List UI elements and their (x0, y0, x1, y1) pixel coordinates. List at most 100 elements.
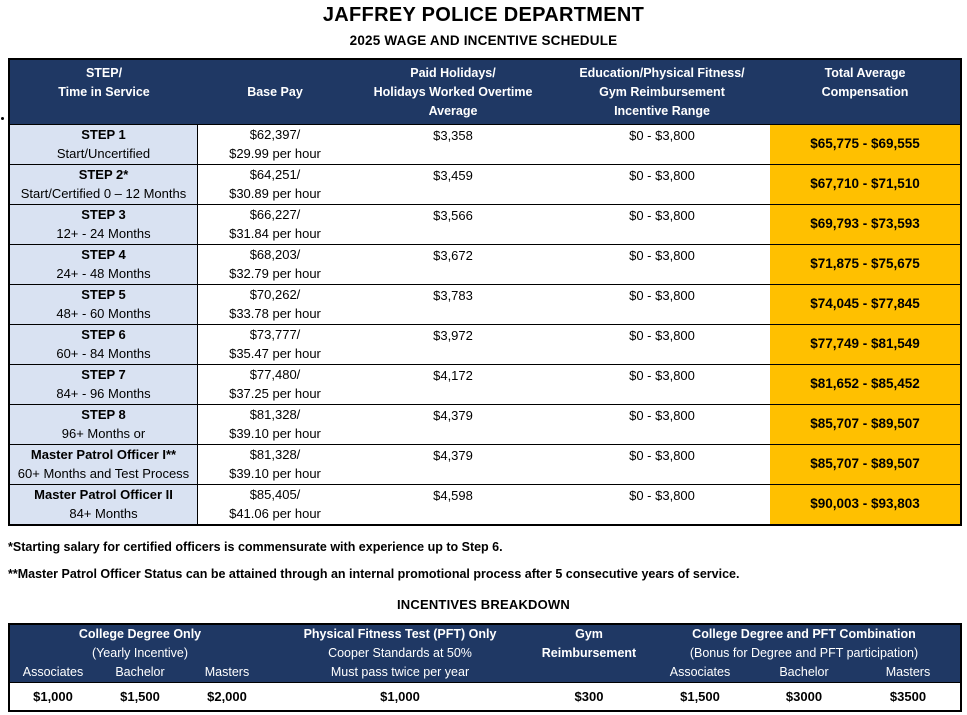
step-cell: STEP 4 24+ - 48 Months (10, 245, 198, 284)
header-step-line2: Time in Service (58, 85, 150, 99)
base-pay-cell: $73,777/ $35.47 per hour (198, 325, 352, 364)
step-label: Master Patrol Officer II (34, 487, 173, 502)
college-only-associates-value: $1,000 (33, 689, 73, 704)
step-cell: Master Patrol Officer II 84+ Months (10, 485, 198, 524)
college-only-subtitle: (Yearly Incentive) (91, 646, 189, 660)
gym-reimbursement-value: $300 (574, 689, 604, 704)
header-incentive-column: Education/Physical Fitness/ Gym Reimburs… (554, 60, 770, 124)
wage-table-row: STEP 8 96+ Months or $81,328/ $39.10 per… (10, 404, 960, 444)
header-step-line1: STEP/ (85, 66, 123, 80)
step-label: STEP 6 (81, 327, 126, 342)
base-pay-hourly: $32.79 per hour (229, 265, 321, 281)
pft-only-line2: Cooper Standards at 50% (328, 646, 472, 660)
header-total-line1: Total Average (824, 66, 906, 80)
incentive-range-cell: $0 - $3,800 (629, 248, 695, 263)
holiday-average-cell: $3,459 (433, 168, 473, 183)
step-label: STEP 3 (81, 207, 126, 222)
wage-schedule-table: STEP/ Time in Service Base Pay Paid Holi… (8, 58, 962, 526)
step-cell: STEP 6 60+ - 84 Months (10, 325, 198, 364)
base-pay-hourly: $31.84 per hour (229, 225, 321, 241)
step-label: STEP 4 (81, 247, 126, 262)
wage-table-row: STEP 6 60+ - 84 Months $73,777/ $35.47 p… (10, 324, 960, 364)
base-pay-annual: $64,251/ (249, 167, 301, 182)
incentives-table-header: College Degree Only (Yearly Incentive) A… (10, 625, 960, 682)
base-pay-cell: $62,397/ $29.99 per hour (198, 125, 352, 164)
base-pay-hourly: $33.78 per hour (229, 305, 321, 321)
step-label: STEP 7 (81, 367, 126, 382)
college-only-masters-value: $2,000 (207, 689, 247, 704)
combo-associates-label: Associates (669, 665, 731, 679)
gym-reimbursement-group: Gym Reimbursement (530, 625, 648, 682)
header-step-column: STEP/ Time in Service (10, 60, 198, 124)
incentive-range-cell: $0 - $3,800 (629, 368, 695, 383)
step-cell: STEP 5 48+ - 60 Months (10, 285, 198, 324)
incentives-breakdown-title: INCENTIVES BREAKDOWN (396, 597, 570, 612)
base-pay-annual: $73,777/ (249, 327, 301, 342)
incentive-range-cell: $0 - $3,800 (629, 488, 695, 503)
step-cell: STEP 2* Start/Certified 0 – 12 Months (10, 165, 198, 204)
total-compensation-cell: $90,003 - $93,803 (770, 485, 960, 524)
time-in-service-label: 48+ - 60 Months (56, 305, 151, 321)
page-subtitle: 2025 WAGE AND INCENTIVE SCHEDULE (349, 33, 618, 48)
header-incentive-line1: Education/Physical Fitness/ (579, 66, 745, 80)
combo-masters-label: Masters (885, 665, 931, 679)
wage-table-row: Master Patrol Officer II 84+ Months $85,… (10, 484, 960, 524)
time-in-service-label: 60+ Months and Test Process (17, 465, 190, 481)
holiday-average-cell: $4,598 (433, 488, 473, 503)
base-pay-cell: $81,328/ $39.10 per hour (198, 445, 352, 484)
time-in-service-label: 12+ - 24 Months (56, 225, 151, 241)
step-label: Master Patrol Officer I** (30, 447, 177, 462)
base-pay-annual: $81,328/ (249, 407, 301, 422)
base-pay-cell: $81,328/ $39.10 per hour (198, 405, 352, 444)
total-compensation-cell: $67,710 - $71,510 (770, 165, 960, 204)
base-pay-annual: $62,397/ (249, 127, 301, 142)
base-pay-cell: $77,480/ $37.25 per hour (198, 365, 352, 404)
footnote-master-patrol: **Master Patrol Officer Status can be at… (8, 567, 740, 581)
header-base-pay-column: Base Pay (198, 60, 352, 124)
pft-only-line3: Must pass twice per year (330, 665, 470, 679)
total-compensation-cell: $71,875 - $75,675 (770, 245, 960, 284)
time-in-service-label: 24+ - 48 Months (56, 265, 151, 281)
total-compensation-cell: $69,793 - $73,593 (770, 205, 960, 244)
incentives-breakdown-table: College Degree Only (Yearly Incentive) A… (8, 623, 962, 712)
base-pay-hourly: $41.06 per hour (229, 505, 321, 521)
step-cell: STEP 8 96+ Months or (10, 405, 198, 444)
college-only-sublabels: Associates Bachelor Masters (10, 663, 270, 682)
step-label: STEP 5 (81, 287, 126, 302)
pft-only-group: Physical Fitness Test (PFT) Only Cooper … (270, 625, 530, 682)
header-total-line2: Compensation (821, 85, 909, 99)
base-pay-hourly: $39.10 per hour (229, 465, 321, 481)
incentive-range-cell: $0 - $3,800 (629, 128, 695, 143)
incentives-values-row: $1,000 $1,500 $2,000 $1,000 $300 $1,500 … (10, 682, 960, 710)
holiday-average-cell: $4,172 (433, 368, 473, 383)
incentive-range-cell: $0 - $3,800 (629, 408, 695, 423)
time-in-service-label: Start/Uncertified (56, 145, 151, 161)
page-title: JAFFREY POLICE DEPARTMENT (322, 4, 645, 26)
step-cell: Master Patrol Officer I** 60+ Months and… (10, 445, 198, 484)
time-in-service-label: 84+ Months (69, 505, 138, 521)
wage-table-row: STEP 5 48+ - 60 Months $70,262/ $33.78 p… (10, 284, 960, 324)
combo-masters-value: $3500 (889, 689, 927, 704)
header-base-pay-label: Base Pay (247, 85, 303, 99)
pft-only-value: $1,000 (380, 689, 420, 704)
wage-table-header: STEP/ Time in Service Base Pay Paid Holi… (10, 60, 960, 124)
wage-table-row: STEP 1 Start/Uncertified $62,397/ $29.99… (10, 124, 960, 164)
header-holidays-line2: Holidays Worked Overtime (373, 85, 533, 99)
footnote-step6: *Starting salary for certified officers … (8, 540, 503, 554)
holiday-average-cell: $3,672 (433, 248, 473, 263)
gym-title-line2: Reimbursement (541, 646, 637, 660)
college-only-bachelor-label: Bachelor (115, 665, 165, 679)
total-compensation-cell: $77,749 - $81,549 (770, 325, 960, 364)
base-pay-cell: $66,227/ $31.84 per hour (198, 205, 352, 244)
incentive-range-cell: $0 - $3,800 (629, 168, 695, 183)
total-compensation-cell: $85,707 - $89,507 (770, 445, 960, 484)
combo-sublabels: Associates Bachelor Masters (648, 663, 960, 682)
base-pay-annual: $66,227/ (249, 207, 301, 222)
base-pay-hourly: $30.89 per hour (229, 185, 321, 201)
holiday-average-cell: $3,566 (433, 208, 473, 223)
base-pay-cell: $70,262/ $33.78 per hour (198, 285, 352, 324)
base-pay-cell: $85,405/ $41.06 per hour (198, 485, 352, 524)
incentive-range-cell: $0 - $3,800 (629, 208, 695, 223)
combo-associates-value: $1,500 (680, 689, 720, 704)
incentive-range-cell: $0 - $3,800 (629, 328, 695, 343)
